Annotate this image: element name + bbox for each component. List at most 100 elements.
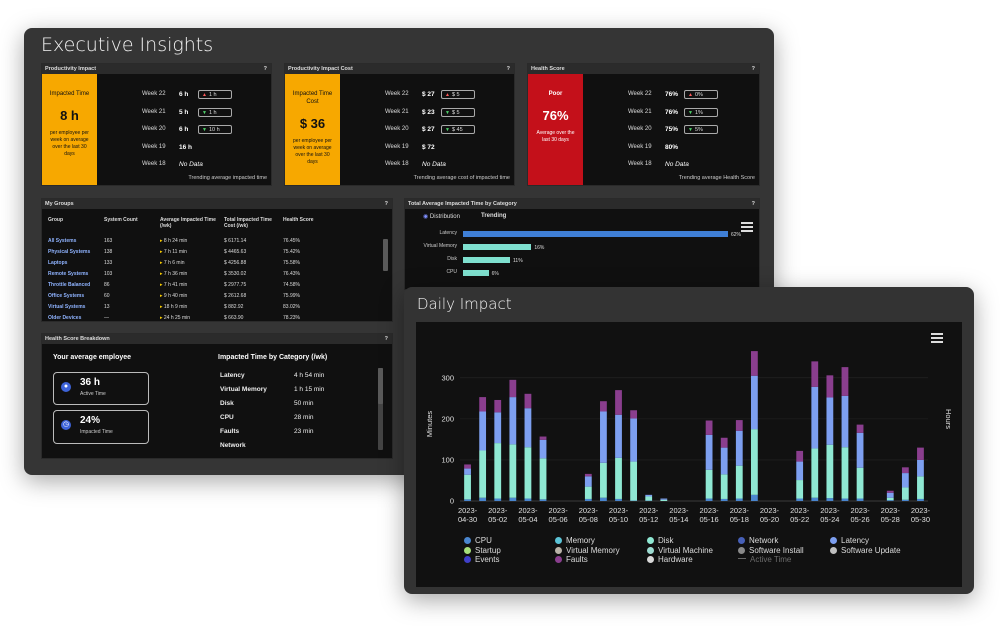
bar-segment-faults[interactable]: [479, 397, 487, 412]
bar-segment-latency[interactable]: [796, 461, 804, 481]
bar-segment-latency[interactable]: [630, 418, 638, 462]
bar-segment-latency[interactable]: [524, 408, 532, 448]
help-icon[interactable]: ?: [751, 66, 755, 72]
bar-segment-disk[interactable]: [750, 429, 758, 495]
legend-item[interactable]: Software Update: [830, 546, 901, 555]
help-icon[interactable]: ?: [384, 201, 388, 207]
bar-segment-cpu[interactable]: [841, 498, 849, 501]
group-name[interactable]: Physical Systems: [48, 248, 91, 255]
bar-segment-faults[interactable]: [720, 437, 728, 448]
bar-segment-faults[interactable]: [524, 393, 532, 409]
bar-segment-latency[interactable]: [660, 498, 668, 500]
bar-segment-disk[interactable]: [509, 444, 517, 498]
bar-segment-disk[interactable]: [630, 461, 638, 501]
column-header[interactable]: Total Impacted Time Cost (/wk): [224, 217, 272, 229]
bar-segment-cpu[interactable]: [901, 499, 909, 501]
column-header[interactable]: System Count: [104, 217, 138, 223]
bar-segment-latency[interactable]: [856, 432, 864, 468]
bar-segment-latency[interactable]: [600, 411, 607, 463]
bar-segment-disk[interactable]: [917, 476, 924, 499]
bar-segment-faults[interactable]: [856, 424, 864, 433]
help-icon[interactable]: ?: [263, 66, 267, 72]
bar-segment-disk[interactable]: [720, 474, 728, 499]
bar-segment-faults[interactable]: [539, 436, 547, 440]
bar-segment-cpu[interactable]: [584, 498, 592, 501]
bar-segment-latency[interactable]: [645, 494, 653, 497]
category-bar[interactable]: [463, 231, 728, 237]
group-name[interactable]: Older Devices: [48, 314, 82, 321]
bar-segment-latency[interactable]: [720, 447, 728, 475]
bar-segment-cpu[interactable]: [464, 499, 471, 501]
bar-segment-latency[interactable]: [886, 492, 894, 498]
legend-item[interactable]: Network: [738, 536, 778, 545]
bar-segment-latency[interactable]: [811, 386, 819, 449]
table-row[interactable]: Virtual Systems 13 ▸ 18 h 9 min $ 882.92 83.…: [48, 301, 327, 312]
category-bar[interactable]: [463, 270, 489, 276]
table-row[interactable]: Laptops 133 ▸ 7 h 6 min $ 4256.88 75.58%: [48, 257, 327, 268]
scrollbar-thumb[interactable]: [383, 239, 388, 271]
bar-segment-disk[interactable]: [705, 469, 713, 499]
group-name[interactable]: Remote Systems: [48, 270, 89, 277]
bar-segment-cpu[interactable]: [494, 498, 502, 501]
bar-segment-disk[interactable]: [886, 497, 894, 501]
bar-segment-cpu[interactable]: [524, 498, 532, 501]
bar-segment-cpu[interactable]: [539, 499, 547, 501]
legend-item[interactable]: Virtual Machine: [647, 546, 713, 555]
bar-segment-disk[interactable]: [479, 450, 487, 498]
bar-segment-latency[interactable]: [584, 476, 592, 487]
bar-segment-disk[interactable]: [600, 462, 607, 498]
bar-segment-faults[interactable]: [630, 410, 638, 419]
bar-segment-cpu[interactable]: [796, 498, 804, 501]
bar-segment-latency[interactable]: [464, 468, 471, 475]
column-header[interactable]: Average Impacted Time (/wk): [160, 217, 216, 229]
bar-segment-faults[interactable]: [811, 361, 819, 387]
bar-segment-faults[interactable]: [509, 379, 517, 398]
bar-segment-disk[interactable]: [796, 480, 804, 499]
bar-segment-faults[interactable]: [615, 390, 622, 415]
bar-segment-disk[interactable]: [539, 458, 547, 500]
bar-segment-latency[interactable]: [479, 411, 487, 451]
bar-segment-disk[interactable]: [841, 447, 849, 499]
bar-segment-faults[interactable]: [600, 401, 607, 412]
legend-item[interactable]: CPU: [464, 536, 492, 545]
bar-segment-disk[interactable]: [660, 499, 668, 501]
scrollbar-thumb[interactable]: [378, 368, 383, 404]
bar-segment-faults[interactable]: [841, 367, 849, 396]
bar-segment-latency[interactable]: [705, 434, 713, 470]
bar-segment-latency[interactable]: [901, 473, 909, 488]
category-bar[interactable]: [463, 244, 532, 250]
legend-item[interactable]: Startup: [464, 546, 501, 555]
group-name[interactable]: Office Systems: [48, 292, 85, 299]
bar-segment-cpu[interactable]: [615, 498, 622, 501]
bar-segment-faults[interactable]: [917, 447, 924, 460]
legend-item[interactable]: Memory: [555, 536, 595, 545]
bar-segment-faults[interactable]: [750, 351, 758, 376]
bar-segment-cpu[interactable]: [600, 497, 607, 501]
group-name[interactable]: All Systems: [48, 237, 77, 244]
bar-segment-cpu[interactable]: [735, 498, 743, 501]
bar-segment-latency[interactable]: [494, 412, 502, 444]
bar-segment-latency[interactable]: [735, 430, 743, 466]
help-icon[interactable]: ?: [751, 201, 755, 207]
bar-segment-faults[interactable]: [796, 450, 804, 462]
bar-segment-cpu[interactable]: [826, 498, 834, 501]
column-header[interactable]: Health Score: [283, 217, 314, 223]
bar-segment-faults[interactable]: [705, 420, 713, 435]
legend-item[interactable]: Disk: [647, 536, 674, 545]
column-header[interactable]: Group: [48, 217, 63, 223]
group-name[interactable]: Throttle Balanced: [48, 281, 91, 288]
help-icon[interactable]: ?: [506, 66, 510, 72]
bar-segment-disk[interactable]: [524, 447, 532, 499]
table-row[interactable]: Office Systems 60 ▸ 9 h 40 min $ 2612.68 75.…: [48, 290, 327, 301]
bar-segment-cpu[interactable]: [720, 498, 728, 501]
bar-segment-disk[interactable]: [901, 487, 909, 500]
bar-segment-latency[interactable]: [615, 414, 622, 458]
bar-segment-cpu[interactable]: [917, 498, 924, 501]
bar-segment-faults[interactable]: [464, 464, 471, 469]
bar-segment-faults[interactable]: [826, 375, 834, 398]
help-icon[interactable]: ?: [384, 336, 388, 342]
bar-segment-faults[interactable]: [901, 467, 909, 474]
group-name[interactable]: Virtual Systems: [48, 303, 86, 310]
bar-segment-disk[interactable]: [735, 465, 743, 499]
table-row[interactable]: Older Devices — ▸ 24 h 25 min $ 663.90 78.23…: [48, 312, 327, 321]
